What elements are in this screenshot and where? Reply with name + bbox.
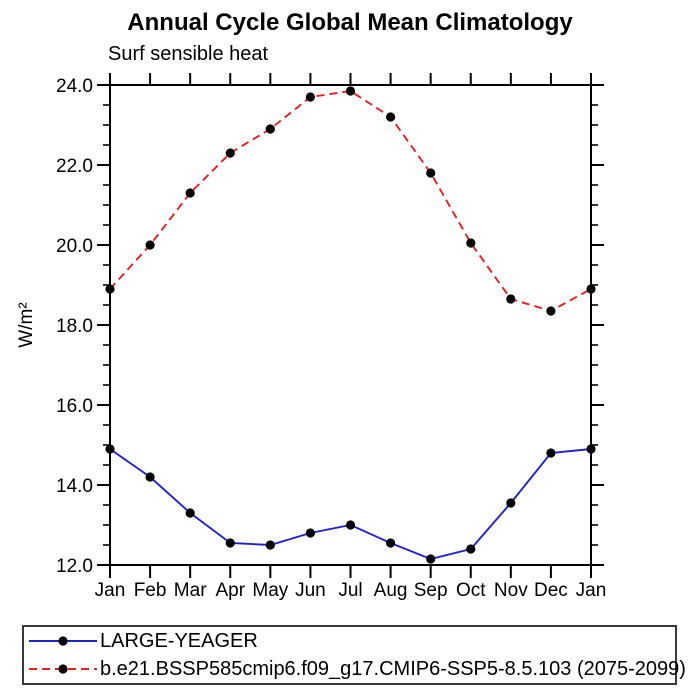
y-axis-tick-label: 22.0 (56, 156, 93, 177)
data-point-marker-large-yeager (386, 538, 396, 548)
data-point-marker-b-e21-bssp585cmip6-f09-g17-cmip6 (586, 284, 596, 294)
data-point-marker-large-yeager (426, 554, 436, 564)
data-point-marker-large-yeager (225, 538, 235, 548)
chart-title: Annual Cycle Global Mean Climatology (127, 9, 573, 36)
data-point-marker-large-yeager (185, 508, 195, 518)
data-point-marker-large-yeager (305, 528, 315, 538)
data-point-marker-b-e21-bssp585cmip6-f09-g17-cmip6 (386, 112, 396, 122)
data-point-marker-b-e21-bssp585cmip6-f09-g17-cmip6 (145, 240, 155, 250)
legend-sample-marker (58, 636, 68, 646)
data-point-marker-b-e21-bssp585cmip6-f09-g17-cmip6 (225, 148, 235, 158)
y-axis-tick-label: 24.0 (56, 76, 93, 97)
legend-label: b.e21.BSSP585cmip6.f09_g17.CMIP6-SSP5-8.… (100, 657, 686, 680)
data-point-marker-large-yeager (145, 472, 155, 482)
y-axis-tick-label: 18.0 (56, 316, 93, 337)
data-point-marker-large-yeager (105, 444, 115, 454)
plot-area: 12.0 14.0 16.0 18.0 20.0 22.0 24.0 Jan Feb Mar Apr… (16, 73, 607, 601)
x-axis-tick-label: Jun (295, 580, 326, 601)
data-point-marker-b-e21-bssp585cmip6-f09-g17-cmip6 (265, 124, 275, 134)
x-axis-tick-label: Mar (174, 580, 207, 601)
x-axis-tick-label: Jul (338, 580, 362, 601)
data-point-marker-large-yeager (466, 544, 476, 554)
legend-line-sample-solid (29, 636, 97, 646)
x-axis-tick-label: Feb (134, 580, 167, 601)
legend-row-b-e21-bssp585cmip6-f09-g17-cmip6: b.e21.BSSP585cmip6.f09_g17.CMIP6-SSP5-8.… (24, 656, 686, 682)
series-line-b-e21-bssp585cmip6-f09-g17-cmip6 (109, 90, 592, 313)
legend-line-sample-dashed (29, 664, 97, 674)
data-point-marker-large-yeager (345, 520, 356, 530)
x-axis-tick-label: May (252, 580, 288, 601)
x-axis-tick-label: Aug (374, 580, 408, 601)
legend-row-large-yeager: LARGE-YEAGER (24, 628, 675, 654)
data-point-marker-b-e21-bssp585cmip6-f09-g17-cmip6 (185, 188, 195, 198)
data-point-marker-b-e21-bssp585cmip6-f09-g17-cmip6 (546, 306, 556, 316)
data-point-marker-b-e21-bssp585cmip6-f09-g17-cmip6 (105, 284, 115, 294)
data-point-marker-b-e21-bssp585cmip6-f09-g17-cmip6 (305, 92, 315, 102)
data-point-marker-b-e21-bssp585cmip6-f09-g17-cmip6 (426, 168, 436, 178)
data-point-marker-large-yeager (586, 444, 596, 454)
data-point-marker-large-yeager (265, 540, 275, 550)
legend-label: LARGE-YEAGER (100, 630, 258, 653)
legend-sample-marker (58, 664, 68, 674)
data-point-marker-large-yeager (546, 448, 556, 458)
y-axis-tick-label: 20.0 (56, 236, 93, 257)
data-point-marker-b-e21-bssp585cmip6-f09-g17-cmip6 (345, 86, 356, 96)
data-point-marker-b-e21-bssp585cmip6-f09-g17-cmip6 (466, 238, 476, 248)
legend-box: LARGE-YEAGER b.e21.BSSP585cmip6.f09_g17.C… (22, 625, 686, 685)
y-axis-tick-label: 16.0 (56, 396, 93, 417)
y-axis-tick-label: 14.0 (56, 476, 93, 497)
x-axis-tick-label: Jan (95, 580, 126, 601)
x-axis-tick-label: Jan (576, 580, 607, 601)
series-line-large-yeager (109, 448, 592, 560)
y-axis-title: W/m² (16, 302, 37, 347)
chart-subtitle: Surf sensible heat (108, 43, 269, 65)
x-axis-tick-label: Sep (414, 580, 448, 601)
x-axis-tick-label: Dec (534, 580, 568, 601)
data-point-marker-b-e21-bssp585cmip6-f09-g17-cmip6 (506, 294, 516, 304)
y-axis-tick-label: 12.0 (56, 556, 93, 577)
x-axis-tick-label: Oct (456, 580, 486, 601)
x-axis-tick-label: Apr (215, 580, 245, 601)
x-axis-tick-label: Nov (494, 580, 528, 601)
data-point-marker-large-yeager (506, 498, 516, 508)
